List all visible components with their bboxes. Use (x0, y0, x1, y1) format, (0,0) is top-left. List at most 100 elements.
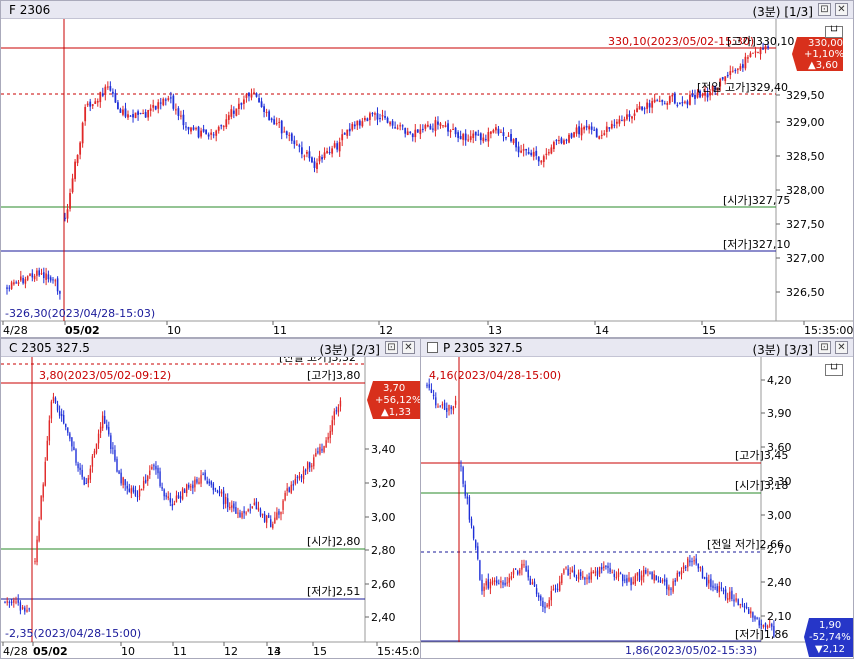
candle-body (24, 607, 26, 612)
price-chart-c[interactable]: 3,40 3,20 3,00 2,80 2,60 2,40 4/28 05/02 10 11 12 1… (1, 357, 420, 658)
candle-body (208, 481, 210, 484)
candle-body (638, 571, 641, 581)
candle-body (169, 498, 171, 503)
candle-body (750, 611, 752, 614)
candle-body (270, 519, 272, 528)
candle-body (681, 102, 684, 104)
candle-body (496, 580, 498, 584)
close-icon[interactable]: ✕ (835, 3, 848, 16)
candle-body (429, 125, 432, 130)
candle-body (523, 564, 525, 566)
x-tick-label: 12 (379, 324, 393, 337)
chart-mode-icon[interactable]: └┘ (825, 364, 843, 376)
candle-body (81, 469, 83, 477)
y-tick-label: 327,00 (786, 252, 825, 265)
candle-body (697, 563, 699, 569)
candle-body (506, 582, 508, 584)
candle-body (588, 576, 590, 580)
candle-body (714, 86, 717, 90)
candle-body (142, 480, 145, 489)
chart-mode-icon[interactable]: └┘ (825, 26, 843, 38)
candle-body (636, 108, 638, 113)
candle-body (498, 583, 500, 585)
candle-body (231, 505, 233, 508)
candle-body (124, 108, 127, 117)
close-icon[interactable]: ✕ (402, 341, 415, 354)
candle-body (573, 132, 575, 137)
candle-body (590, 571, 592, 580)
candle-body (632, 581, 634, 584)
pin-icon[interactable]: ⊡ (818, 341, 831, 354)
candle-body (31, 273, 34, 278)
panel-titlebar[interactable]: C 2305 327.5 (3분) [2/3] ⊡ ✕ (1, 339, 420, 357)
candle-body (729, 591, 731, 600)
y-tick-label: 3,90 (767, 407, 792, 420)
candle-body (290, 133, 293, 141)
candle-body (520, 150, 523, 153)
candle-body (86, 103, 89, 106)
pin-icon[interactable]: ⊡ (385, 341, 398, 354)
candle-body (424, 125, 427, 129)
candle-body (630, 578, 632, 586)
candle-body (77, 463, 79, 469)
candle-body (558, 140, 560, 142)
candle-body (569, 572, 571, 574)
candle-body (119, 109, 122, 113)
candle-body (260, 101, 263, 108)
candle-body (502, 132, 505, 136)
candle-body (190, 486, 192, 488)
candle-body (668, 586, 670, 591)
candle-body (139, 112, 142, 114)
x-tick-label: 10 (167, 324, 181, 337)
candle-body (214, 488, 217, 490)
candle-body (448, 404, 450, 411)
candle-body (563, 140, 565, 145)
candle-body (134, 112, 137, 119)
candle-body (454, 400, 457, 405)
instrument-code: F 2306 (9, 3, 51, 17)
candle-body (613, 573, 615, 577)
candle-body (298, 145, 301, 147)
candle-body (174, 109, 177, 111)
candle-body (668, 96, 671, 104)
close-icon[interactable]: ✕ (835, 341, 848, 354)
badge-price: 3,70 (383, 383, 405, 394)
panel-titlebar[interactable]: P 2305 327.5 (3분) [3/3] ⊡ ✕ (421, 339, 853, 357)
pin-icon[interactable]: ⊡ (818, 3, 831, 16)
candle-body (248, 92, 250, 97)
candle-body (454, 127, 457, 135)
candle-body (517, 571, 519, 575)
candle-body (249, 509, 251, 511)
low-marker-label: -2,35(2023/04/28-15:00) (5, 627, 141, 640)
candle-body (154, 105, 157, 110)
candle-body (645, 570, 647, 574)
candle-body (106, 86, 109, 88)
candle-body (655, 575, 657, 581)
candle-body (444, 125, 447, 127)
candle-body (580, 127, 583, 136)
candle-body (389, 122, 391, 125)
candle-body (317, 451, 319, 453)
panel-titlebar[interactable]: F 2306 (3분) [1/3] ⊡ ✕ (1, 1, 853, 19)
badge-pct: -52,74% (809, 632, 851, 643)
candle-body (442, 125, 444, 127)
candle-body (703, 577, 706, 579)
candle-body (110, 435, 112, 449)
price-chart-p[interactable]: 4,20 3,90 3,60 3,30 3,00 2,70 2,40 2,10 4,16(202… (421, 357, 853, 658)
candle-body (114, 93, 117, 103)
candle-body (416, 129, 419, 133)
candle-body (190, 127, 192, 132)
candle-body (638, 106, 641, 110)
candle-body (747, 57, 749, 59)
candle-body (533, 581, 536, 587)
price-chart-f[interactable]: 329,50 329,00 328,50 328,00 327,50 327,00 326,… (1, 19, 853, 337)
candle-body (739, 604, 741, 606)
candle-body (619, 573, 622, 575)
candle-body (435, 397, 437, 406)
candle-body (192, 127, 195, 130)
candle-body (615, 576, 618, 578)
candle-body (321, 157, 323, 160)
candle-body (674, 580, 676, 583)
select-checkbox[interactable] (427, 342, 438, 353)
candle-body (161, 487, 163, 489)
